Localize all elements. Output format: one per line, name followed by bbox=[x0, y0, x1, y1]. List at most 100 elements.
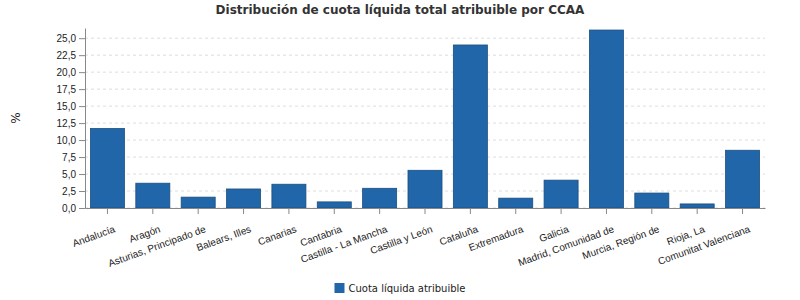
tick: Canarias bbox=[256, 208, 297, 247]
bar bbox=[408, 170, 442, 208]
tick-mark bbox=[651, 208, 652, 214]
tick: Castilla y León bbox=[369, 208, 434, 256]
tick-label: 12,5 bbox=[57, 118, 77, 129]
bar bbox=[544, 180, 578, 208]
tick-mark bbox=[379, 208, 380, 214]
bar bbox=[680, 204, 714, 208]
grid-line bbox=[85, 72, 765, 73]
title: Distribución de cuota líquida total atri… bbox=[216, 3, 586, 17]
bar bbox=[453, 45, 487, 208]
tick-mark bbox=[606, 208, 607, 214]
tick-mark bbox=[79, 106, 85, 107]
tick-mark bbox=[515, 208, 516, 214]
tick: 10,0 bbox=[57, 135, 85, 146]
tick: 12,5 bbox=[57, 118, 85, 129]
grid-line bbox=[85, 38, 765, 39]
tick-mark bbox=[79, 89, 85, 90]
tick-label: 2,5 bbox=[62, 186, 76, 197]
bars bbox=[90, 30, 759, 208]
tick-mark bbox=[152, 208, 153, 214]
tick: Galicia bbox=[538, 208, 571, 244]
tick-mark bbox=[79, 38, 85, 39]
tick: 22,5 bbox=[57, 50, 85, 61]
tick-mark bbox=[425, 208, 426, 214]
tick: Aragón bbox=[128, 208, 162, 245]
legend-item: Cuota líquida atribuible bbox=[334, 283, 465, 294]
tick-label: 15,0 bbox=[57, 101, 77, 112]
bar bbox=[181, 197, 215, 208]
tick-mark bbox=[79, 55, 85, 56]
tick-mark bbox=[79, 191, 85, 192]
chart: Distribución de cuota líquida total atri… bbox=[0, 0, 800, 300]
grid-line bbox=[85, 55, 765, 56]
tick-mark bbox=[697, 208, 698, 214]
tick-label: 17,5 bbox=[57, 84, 77, 95]
legend-swatch bbox=[334, 283, 344, 293]
tick-mark bbox=[470, 208, 471, 214]
y-axis-title: % bbox=[9, 112, 23, 123]
tick-label: Canarias bbox=[256, 223, 297, 247]
tick: 5,0 bbox=[62, 169, 85, 180]
tick: Andalucía bbox=[71, 208, 117, 249]
grid-line bbox=[85, 140, 765, 141]
tick-mark bbox=[561, 208, 562, 214]
bar bbox=[90, 129, 124, 208]
bar bbox=[317, 202, 351, 208]
tick: Castilla - La Mancha bbox=[299, 208, 389, 265]
tick-label: 7,5 bbox=[62, 152, 76, 163]
y-axis: 0,0 2,5 5,0 7,5 10,0 12,5 15,0 17,5 20,0 22,5 25,0 bbox=[57, 29, 86, 214]
tick-label: Asturias, Principado de bbox=[107, 223, 208, 269]
tick-mark bbox=[288, 208, 289, 214]
legend-label: Cuota líquida atribuible bbox=[348, 283, 465, 294]
grid bbox=[85, 38, 765, 208]
grid-line bbox=[85, 106, 765, 107]
bar bbox=[136, 183, 170, 208]
bar bbox=[589, 30, 623, 208]
tick-label: Extremadura bbox=[467, 223, 525, 253]
tick: Extremadura bbox=[467, 208, 525, 253]
grid-line bbox=[85, 157, 765, 158]
tick-label: 10,0 bbox=[57, 135, 77, 146]
tick: 20,0 bbox=[57, 67, 85, 78]
bar bbox=[726, 150, 760, 208]
tick-mark bbox=[79, 174, 85, 175]
tick-mark bbox=[243, 208, 244, 214]
tick: Asturias, Principado de bbox=[107, 208, 208, 269]
tick: 7,5 bbox=[62, 152, 85, 163]
tick-label: Comunitat Valenciana bbox=[656, 223, 751, 267]
tick-label: 20,0 bbox=[57, 67, 77, 78]
tick-mark bbox=[198, 208, 199, 214]
tick: Balears, Illes bbox=[195, 208, 253, 253]
bar bbox=[499, 198, 533, 208]
tick-mark bbox=[79, 72, 85, 73]
tick-mark bbox=[79, 157, 85, 158]
legend: Cuota líquida atribuible bbox=[334, 283, 465, 294]
bar bbox=[635, 193, 669, 208]
tick: Madrid, Comunidad de bbox=[517, 208, 616, 268]
tick-mark bbox=[79, 208, 85, 209]
tick: Murcia, Región de bbox=[581, 208, 661, 261]
tick-mark bbox=[79, 140, 85, 141]
tick-label: 25,0 bbox=[57, 33, 77, 44]
bar bbox=[227, 189, 261, 208]
bar bbox=[363, 188, 397, 208]
tick: 2,5 bbox=[62, 186, 85, 197]
tick: 17,5 bbox=[57, 84, 85, 95]
tick-label: Andalucía bbox=[71, 223, 117, 249]
grid-line bbox=[85, 89, 765, 90]
tick-mark bbox=[79, 123, 85, 124]
axis-line bbox=[85, 29, 86, 209]
tick-mark bbox=[742, 208, 743, 214]
tick: Comunitat Valenciana bbox=[656, 208, 751, 267]
tick: 25,0 bbox=[57, 33, 85, 44]
tick-mark bbox=[107, 208, 108, 214]
tick: 15,0 bbox=[57, 101, 85, 112]
tick-label: Balears, Illes bbox=[195, 223, 253, 253]
tick: 0,0 bbox=[62, 203, 85, 214]
tick-label: 0,0 bbox=[62, 203, 76, 214]
x-axis: Andalucía AragónAsturias, Principado deBa… bbox=[71, 208, 766, 269]
plot: 0,0 2,5 5,0 7,5 10,0 12,5 15,0 17,5 20,0 22,5 25,0… bbox=[57, 29, 766, 269]
tick-label: Castilla y León bbox=[369, 223, 434, 256]
tick-mark bbox=[334, 208, 335, 214]
grid-line bbox=[85, 123, 765, 124]
